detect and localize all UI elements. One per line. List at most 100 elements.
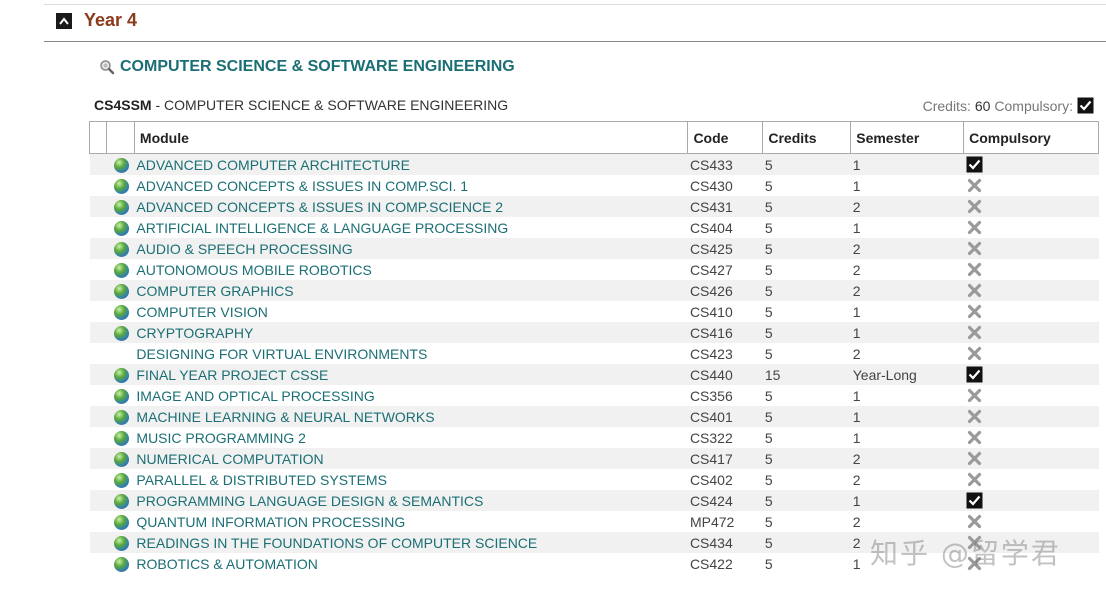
table-row: QUANTUM INFORMATION PROCESSING MP472 5 2 bbox=[89, 511, 1099, 532]
globe-cell bbox=[106, 196, 135, 217]
header-blank-2 bbox=[105, 121, 135, 154]
module-name-link[interactable]: AUTONOMOUS MOBILE ROBOTICS bbox=[134, 259, 688, 280]
module-semester: Year-Long bbox=[850, 364, 964, 385]
header-credits[interactable]: Credits bbox=[762, 121, 852, 154]
module-semester: 1 bbox=[850, 175, 964, 196]
globe-cell bbox=[106, 448, 135, 469]
module-compulsory bbox=[963, 490, 1099, 511]
globe-icon[interactable] bbox=[113, 283, 129, 299]
module-name-link[interactable]: PROGRAMMING LANGUAGE DESIGN & SEMANTICS bbox=[134, 490, 688, 511]
globe-icon[interactable] bbox=[113, 493, 129, 509]
module-name-link[interactable]: PARALLEL & DISTRIBUTED SYSTEMS bbox=[134, 469, 688, 490]
module-compulsory bbox=[963, 406, 1099, 427]
module-compulsory bbox=[963, 217, 1099, 238]
globe-icon[interactable] bbox=[113, 472, 129, 488]
module-name-link[interactable]: COMPUTER GRAPHICS bbox=[134, 280, 688, 301]
module-code: CS425 bbox=[687, 238, 763, 259]
module-semester: 1 bbox=[850, 490, 964, 511]
programme-header: COMPUTER SCIENCE & SOFTWARE ENGINEERING bbox=[99, 58, 515, 76]
globe-cell bbox=[106, 553, 135, 574]
cross-icon bbox=[967, 305, 981, 319]
globe-cell bbox=[106, 153, 135, 175]
module-name-link[interactable]: ARTIFICIAL INTELLIGENCE & LANGUAGE PROCE… bbox=[134, 217, 688, 238]
module-compulsory bbox=[963, 343, 1099, 364]
header-compulsory[interactable]: Compulsory bbox=[963, 121, 1099, 154]
module-name-link[interactable]: MACHINE LEARNING & NEURAL NETWORKS bbox=[134, 406, 688, 427]
checkbox-checked-icon bbox=[966, 366, 983, 383]
year-title: Year 4 bbox=[84, 10, 138, 30]
header-semester[interactable]: Semester bbox=[850, 121, 965, 154]
module-semester: 2 bbox=[850, 280, 964, 301]
module-name-link[interactable]: ROBOTICS & AUTOMATION bbox=[134, 553, 688, 574]
module-name-link[interactable]: ADVANCED COMPUTER ARCHITECTURE bbox=[134, 153, 688, 175]
globe-icon[interactable] bbox=[113, 451, 129, 467]
row-spacer bbox=[89, 196, 107, 217]
module-credits: 5 bbox=[762, 469, 851, 490]
module-compulsory bbox=[963, 364, 1099, 385]
row-spacer bbox=[89, 259, 107, 280]
header-module[interactable]: Module bbox=[133, 121, 689, 154]
globe-icon[interactable] bbox=[113, 241, 129, 257]
table-row: ADVANCED COMPUTER ARCHITECTURE CS433 5 1 bbox=[89, 153, 1099, 175]
globe-icon[interactable] bbox=[113, 304, 129, 320]
header-code[interactable]: Code bbox=[687, 121, 764, 154]
module-name-link[interactable]: ADVANCED CONCEPTS & ISSUES IN COMP.SCIEN… bbox=[134, 196, 688, 217]
collapse-button[interactable] bbox=[56, 12, 72, 29]
modules-table: Module Code Credits Semester Compulsory … bbox=[89, 121, 1099, 574]
module-compulsory bbox=[963, 385, 1099, 406]
globe-icon[interactable] bbox=[113, 178, 129, 194]
globe-icon[interactable] bbox=[113, 220, 129, 236]
globe-icon[interactable] bbox=[113, 157, 129, 173]
module-semester: 1 bbox=[850, 427, 964, 448]
module-name-link[interactable]: CRYPTOGRAPHY bbox=[134, 322, 688, 343]
globe-icon[interactable] bbox=[113, 535, 129, 551]
module-credits: 5 bbox=[762, 301, 851, 322]
cross-icon bbox=[967, 515, 981, 529]
table-row: COMPUTER GRAPHICS CS426 5 2 bbox=[89, 280, 1099, 301]
table-row: CRYPTOGRAPHY CS416 5 1 bbox=[89, 322, 1099, 343]
table-row: PARALLEL & DISTRIBUTED SYSTEMS CS402 5 2 bbox=[89, 469, 1099, 490]
module-semester: 1 bbox=[850, 385, 964, 406]
globe-icon[interactable] bbox=[113, 430, 129, 446]
globe-icon[interactable] bbox=[113, 367, 129, 383]
module-credits: 5 bbox=[762, 322, 851, 343]
module-name-link[interactable]: IMAGE AND OPTICAL PROCESSING bbox=[134, 385, 688, 406]
module-compulsory bbox=[963, 511, 1099, 532]
module-compulsory bbox=[963, 448, 1099, 469]
year-header: Year 4 bbox=[56, 10, 137, 31]
globe-icon[interactable] bbox=[113, 325, 129, 341]
module-semester: 2 bbox=[850, 448, 964, 469]
module-code: CS417 bbox=[687, 448, 763, 469]
module-name-link[interactable]: FINAL YEAR PROJECT CSSE bbox=[134, 364, 688, 385]
cross-icon bbox=[967, 326, 981, 340]
globe-icon[interactable] bbox=[113, 388, 129, 404]
module-name-link[interactable]: MUSIC PROGRAMMING 2 bbox=[134, 427, 688, 448]
globe-icon[interactable] bbox=[113, 514, 129, 530]
table-row: DESIGNING FOR VIRTUAL ENVIRONMENTS CS423 5… bbox=[89, 343, 1099, 364]
module-name-link[interactable]: ADVANCED CONCEPTS & ISSUES IN COMP.SCI. … bbox=[134, 175, 688, 196]
module-compulsory bbox=[963, 301, 1099, 322]
module-code: CS426 bbox=[687, 280, 763, 301]
module-compulsory bbox=[963, 196, 1099, 217]
module-code: CS423 bbox=[687, 343, 763, 364]
module-semester: 2 bbox=[850, 238, 964, 259]
globe-icon[interactable] bbox=[113, 262, 129, 278]
module-name-link[interactable]: DESIGNING FOR VIRTUAL ENVIRONMENTS bbox=[134, 343, 688, 364]
module-credits: 5 bbox=[762, 238, 851, 259]
globe-icon[interactable] bbox=[113, 199, 129, 215]
table-row: FINAL YEAR PROJECT CSSE CS440 15 Year-Long bbox=[89, 364, 1099, 385]
module-name-link[interactable]: NUMERICAL COMPUTATION bbox=[134, 448, 688, 469]
row-spacer bbox=[89, 448, 107, 469]
cross-icon bbox=[967, 431, 981, 445]
globe-icon[interactable] bbox=[113, 556, 129, 572]
module-name-link[interactable]: AUDIO & SPEECH PROCESSING bbox=[134, 238, 688, 259]
module-name-link[interactable]: QUANTUM INFORMATION PROCESSING bbox=[134, 511, 688, 532]
module-compulsory bbox=[963, 532, 1099, 553]
globe-icon[interactable] bbox=[113, 409, 129, 425]
module-code: CS322 bbox=[687, 427, 763, 448]
globe-cell bbox=[106, 301, 135, 322]
cross-icon bbox=[967, 410, 981, 424]
module-name-link[interactable]: COMPUTER VISION bbox=[134, 301, 688, 322]
row-spacer bbox=[89, 153, 107, 175]
module-name-link[interactable]: READINGS IN THE FOUNDATIONS OF COMPUTER … bbox=[134, 532, 688, 553]
